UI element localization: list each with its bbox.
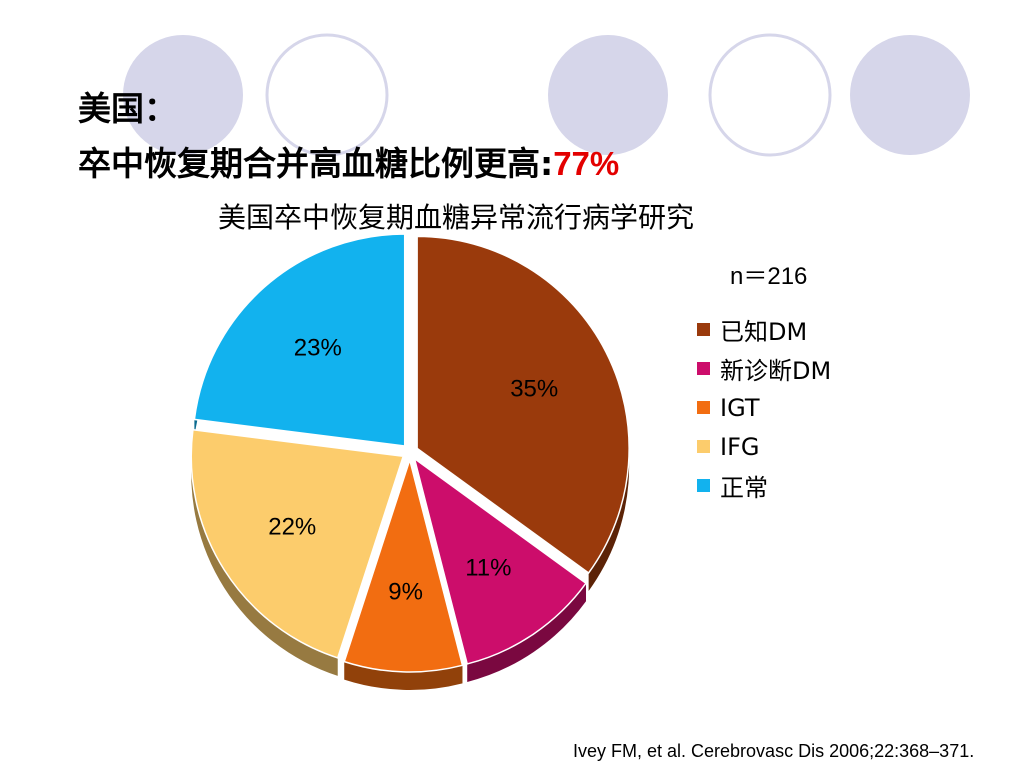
decor-circle [265, 33, 389, 157]
decor-circle [850, 35, 970, 155]
legend-item: 已知DM [697, 310, 831, 349]
legend-swatch [697, 479, 710, 492]
pie-slice-side [191, 429, 338, 676]
chart-title: 美国卒中恢复期血糖异常流行病学研究 [218, 201, 695, 234]
chart-legend: 已知DM 新诊断DM IGT IFG 正常 [697, 310, 831, 505]
slice-value-label: 11% [465, 554, 511, 581]
legend-swatch [697, 362, 710, 375]
pie-slice [416, 235, 630, 575]
highlight-percentage: 77% [553, 145, 620, 182]
decor-circle [708, 33, 832, 157]
legend-swatch [697, 323, 710, 336]
pie-slice-side [467, 583, 587, 682]
legend-label: IFG [720, 432, 760, 461]
legend-item: 正常 [697, 466, 831, 505]
legend-item: IFG [697, 427, 831, 466]
sample-size-label: n＝216 [730, 263, 808, 290]
slice-value-label: 23% [294, 334, 342, 361]
pie-slice [190, 428, 405, 659]
pie-slice [343, 457, 464, 673]
page-title-line2: 卒中恢复期合并高血糖比例更高:77% [78, 137, 619, 185]
pie-slice [193, 233, 406, 447]
pie-chart: 35% 11% 9% 22% 23% [190, 233, 630, 690]
slice-value-label: 35% [510, 376, 558, 403]
decorative-circles [123, 33, 970, 157]
legend-item: IGT [697, 388, 831, 427]
pie-slice [413, 456, 588, 665]
decor-circle [123, 35, 243, 155]
legend-label: IGT [720, 393, 760, 422]
citation: Ivey FM, et al. Cerebrovasc Dis 2006;22:… [573, 741, 975, 761]
legend-label: 新诊断DM [720, 357, 832, 385]
legend-label: 已知DM [720, 318, 808, 346]
pie-slice-side [344, 661, 463, 690]
slice-value-label: 22% [268, 514, 316, 541]
decor-circle [548, 35, 668, 155]
legend-swatch [697, 440, 710, 453]
page-title-line1: 美国： [78, 89, 177, 128]
slice-value-label: 9% [388, 578, 423, 605]
legend-swatch [697, 401, 710, 414]
legend-item: 新诊断DM [697, 349, 831, 388]
page-title-text: 卒中恢复期合并高血糖比例更高: [78, 144, 554, 183]
legend-label: 正常 [720, 474, 768, 502]
